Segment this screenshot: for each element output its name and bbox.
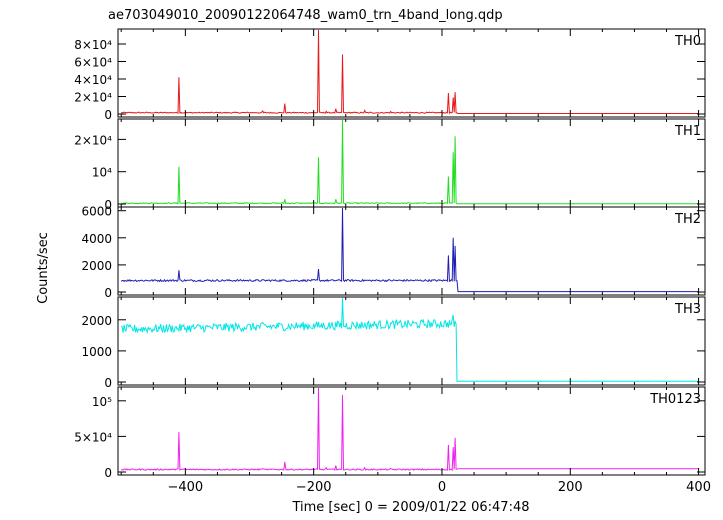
panel-label-th0123: TH0123	[649, 392, 701, 407]
y-tick-label: 0	[104, 108, 112, 122]
y-tick-label: 2×10⁴	[74, 91, 112, 105]
x-axis-label: Time [sec] 0 = 2009/01/22 06:47:48	[291, 500, 529, 515]
panel-frame-th0	[117, 28, 706, 118]
y-tick-label: 6×10⁴	[74, 56, 112, 70]
y-tick-label: 0	[104, 376, 112, 390]
series-line-th0123	[121, 387, 699, 472]
y-tick-label: 0	[104, 466, 112, 480]
y-tick-label: 8×10⁴	[74, 38, 112, 52]
panel-frame-th0123	[117, 386, 706, 476]
panel-frame-th1	[117, 118, 706, 208]
y-tick-label: 1000	[81, 345, 112, 359]
y-tick-label: 10⁵	[92, 395, 112, 409]
chart-title: ae703049010_20090122064748_wam0_trn_4ban…	[108, 8, 503, 23]
series-line-th0	[121, 29, 699, 115]
y-axis-label: Counts/sec	[36, 232, 51, 304]
y-tick-label: 2000	[81, 314, 112, 328]
panel-label-th3: TH3	[674, 302, 701, 317]
y-tick-label: 4000	[81, 232, 112, 246]
x-tick-label: −200	[296, 480, 332, 495]
panel-frame-th3	[117, 296, 706, 386]
y-tick-label: 2000	[81, 259, 112, 273]
panel-label-th0: TH0	[674, 34, 701, 49]
panel-frame-th2	[117, 206, 706, 296]
series-line-th3	[120, 297, 699, 382]
y-tick-label: 2×10⁴	[74, 133, 112, 147]
x-tick-label: 200	[558, 480, 583, 495]
y-tick-label: 6000	[81, 205, 112, 219]
y-tick-label: 5×10⁴	[74, 430, 112, 444]
y-tick-label: 0	[104, 286, 112, 300]
x-tick-label: −400	[168, 480, 204, 495]
x-tick-label: 0	[438, 480, 446, 495]
series-line-th1	[120, 119, 699, 205]
panel-label-th1: TH1	[674, 124, 701, 139]
panel-label-th2: TH2	[674, 212, 701, 227]
y-tick-label: 0	[104, 198, 112, 212]
x-tick-label: 400	[686, 480, 711, 495]
y-tick-label: 10⁴	[92, 166, 112, 180]
panels-group: TH0 0 2×10⁴ 4×10⁴ 6×10⁴ 8×10⁴ TH1 0 10⁴ 2×10⁴ TH2 0…	[74, 28, 711, 495]
y-tick-label: 4×10⁴	[74, 73, 112, 87]
series-line-th2	[120, 207, 699, 293]
